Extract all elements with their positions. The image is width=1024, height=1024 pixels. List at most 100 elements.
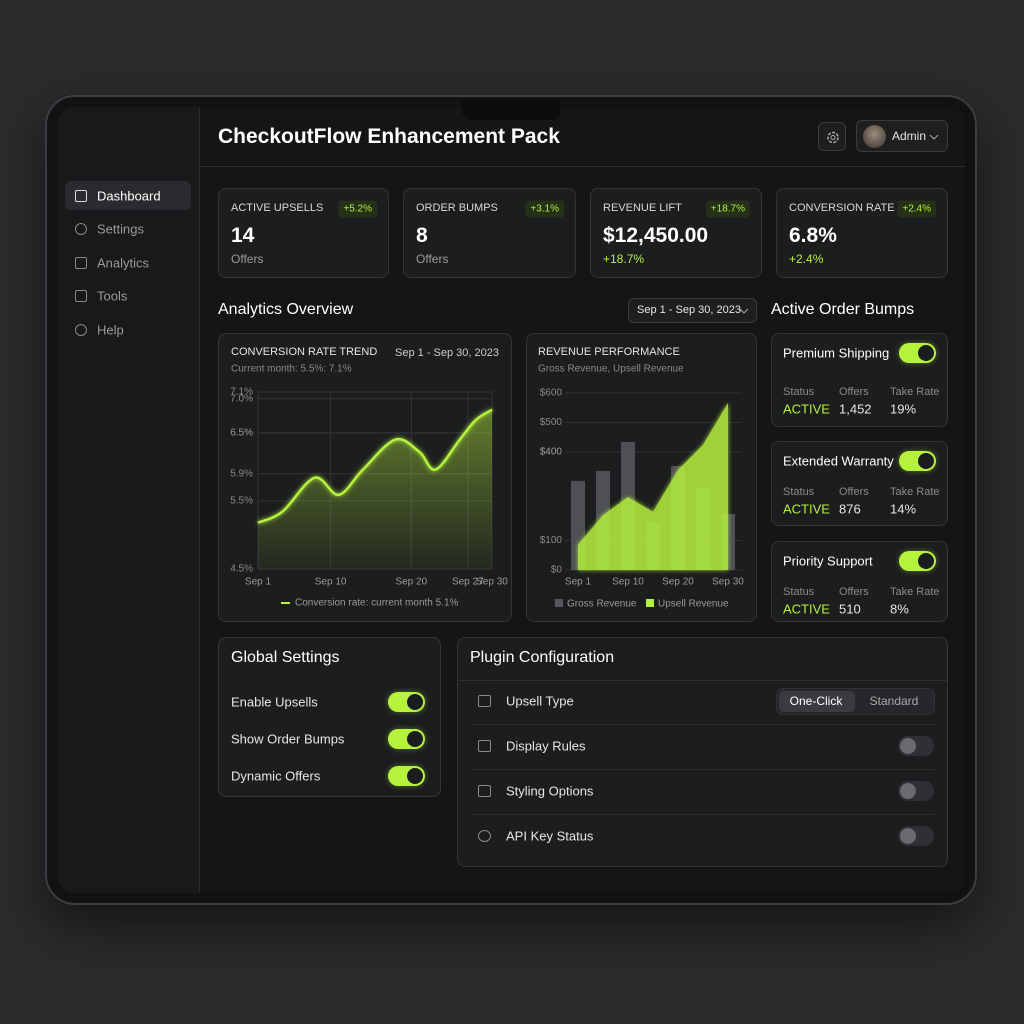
bump-take-rate: 8% — [890, 601, 909, 617]
segment[interactable] — [857, 691, 933, 712]
toggle[interactable] — [899, 451, 936, 471]
page-title: CheckoutFlow Enhancement Pack — [218, 125, 560, 148]
gear-icon — [827, 131, 839, 144]
row-icon — [478, 830, 491, 842]
bump-take-rate: 19% — [890, 401, 917, 417]
segment-selected — [779, 691, 855, 712]
nav-icon — [75, 324, 87, 336]
settings-button[interactable] — [818, 122, 846, 151]
nav-label: Settings — [97, 221, 144, 237]
toggle-knob — [900, 828, 916, 844]
bump-column: Status — [783, 586, 815, 598]
segment[interactable] — [779, 691, 855, 712]
user-menu[interactable] — [856, 120, 948, 152]
bump-status: ACTIVE — [783, 401, 830, 417]
config-label: Styling Options — [506, 783, 594, 799]
toggle[interactable] — [898, 826, 934, 846]
chart-subtitle: Current month: 5.5%: 7.1% — [231, 363, 352, 375]
chevron — [739, 308, 749, 314]
config-card — [457, 637, 948, 867]
camera-notch — [462, 100, 560, 120]
toggle-knob — [918, 553, 934, 569]
nav-label: Tools — [97, 288, 128, 304]
row-divider — [470, 814, 935, 815]
row-icon — [478, 785, 491, 797]
bump-column: Offers — [839, 386, 869, 398]
card-title: Global Settings — [231, 649, 340, 666]
nav-item[interactable] — [65, 249, 191, 277]
segment-label: One-Click — [789, 694, 843, 708]
kpi-label: CONVERSION RATE — [789, 202, 895, 214]
bump-offers: 876 — [839, 501, 861, 517]
toggle-knob — [900, 783, 916, 799]
chart-date-range: Sep 1 - Sep 30, 2023 — [395, 347, 499, 359]
avatar — [863, 125, 886, 148]
bump-status: ACTIVE — [783, 601, 830, 617]
chart-title: REVENUE PERFORMANCE — [538, 346, 680, 358]
chevron — [929, 134, 939, 140]
nav-item[interactable] — [65, 215, 191, 243]
bump-name: Priority Support — [783, 553, 873, 569]
setting-label: Dynamic Offers — [231, 768, 321, 784]
bump-name: Extended Warranty — [783, 453, 894, 469]
nav-item[interactable] — [65, 182, 191, 210]
config-label: Display Rules — [506, 738, 586, 754]
date-dropdown[interactable] — [628, 298, 757, 323]
toggle[interactable] — [898, 781, 934, 801]
row-icon — [478, 695, 491, 707]
bump-column: Offers — [839, 486, 869, 498]
settings-card — [218, 637, 441, 797]
bump-offers: 1,452 — [839, 401, 872, 417]
section-title: Active Order Bumps — [771, 301, 915, 318]
toggle-knob — [407, 731, 423, 747]
kpi-sub: +2.4% — [789, 252, 824, 266]
toggle[interactable] — [899, 551, 936, 571]
toggle[interactable] — [899, 343, 936, 363]
setting-label: Show Order Bumps — [231, 731, 345, 747]
toggle[interactable] — [388, 729, 425, 749]
row-divider — [470, 724, 935, 725]
toggle[interactable] — [898, 736, 934, 756]
bump-take-rate: 14% — [890, 501, 917, 517]
nav-icon — [75, 290, 87, 302]
nav-label: Help — [97, 322, 124, 338]
toggle[interactable] — [388, 766, 425, 786]
kpi-value: 14 — [231, 224, 255, 247]
row-divider — [470, 769, 935, 770]
sidebar — [57, 107, 200, 893]
nav-label: Dashboard — [97, 188, 161, 204]
bump-column: Offers — [839, 586, 869, 598]
user-name: Admin — [892, 129, 927, 143]
bump-offers: 510 — [839, 601, 861, 617]
nav-item[interactable] — [65, 282, 191, 310]
kpi-label: ACTIVE UPSELLS — [231, 202, 324, 214]
header-divider — [200, 166, 965, 167]
kpi-change: +18.7% — [705, 200, 750, 218]
kpi-change: +5.2% — [338, 200, 377, 218]
kpi-change: +2.4% — [897, 200, 936, 218]
chart-card — [526, 333, 757, 622]
nav-label: Analytics — [97, 255, 150, 271]
toggle-knob — [918, 345, 934, 361]
kpi-sub: Offers — [231, 252, 264, 266]
nav-icon — [75, 223, 87, 235]
section-title: Analytics Overview — [218, 301, 354, 318]
date-range: Sep 1 - Sep 30, 2023 — [637, 304, 741, 316]
divider — [458, 680, 947, 681]
nav-icon — [75, 257, 87, 269]
bump-column: Status — [783, 386, 815, 398]
nav-item[interactable] — [65, 316, 191, 344]
toggle-knob — [407, 768, 423, 784]
bump-column: Take Rate — [890, 486, 940, 498]
row-icon — [478, 740, 491, 752]
config-label: Upsell Type — [506, 693, 574, 709]
kpi-sub: Offers — [416, 252, 449, 266]
kpi-change: +3.1% — [525, 200, 564, 218]
kpi-sub: +18.7% — [603, 252, 645, 266]
kpi-label: ORDER BUMPS — [416, 202, 498, 214]
kpi-label: REVENUE LIFT — [603, 202, 682, 214]
kpi-value: 8 — [416, 224, 428, 247]
kpi-value: $12,450.00 — [603, 224, 709, 247]
toggle[interactable] — [388, 692, 425, 712]
